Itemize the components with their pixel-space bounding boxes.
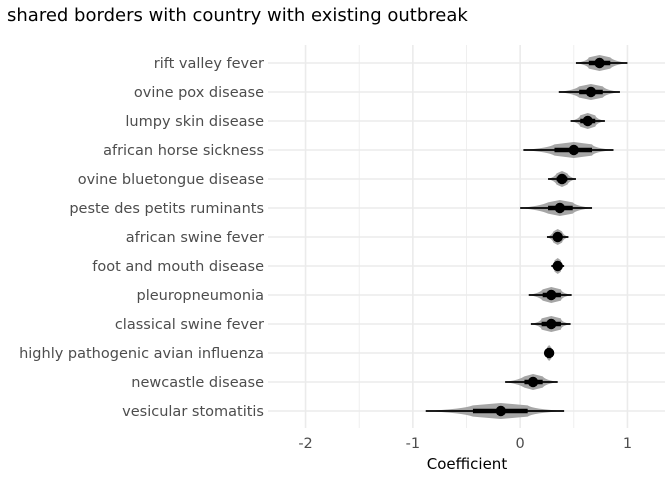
category-label: ovine bluetongue disease	[78, 172, 264, 188]
x-tick-label: -1	[406, 436, 420, 452]
category-label: newcastle disease	[131, 375, 264, 391]
interval-row	[523, 142, 614, 158]
point-estimate	[556, 173, 568, 185]
category-label: vesicular stomatitis	[122, 404, 264, 420]
category-label: ovine pox disease	[134, 85, 264, 101]
interval-row	[575, 55, 628, 71]
category-label: rift valley fever	[154, 56, 264, 72]
point-estimate	[585, 86, 597, 98]
interval-row	[520, 200, 593, 216]
interval-row	[543, 345, 555, 361]
category-label: pleuropneumonia	[137, 288, 264, 304]
interval-row	[558, 84, 620, 100]
interval-row	[570, 113, 605, 129]
interval-row	[505, 374, 558, 390]
interval-row	[530, 316, 571, 332]
point-estimate	[552, 231, 563, 243]
point-estimate	[554, 202, 566, 214]
x-axis-label: Coefficient	[427, 455, 508, 473]
point-estimate	[594, 57, 605, 69]
point-estimate	[495, 405, 507, 417]
x-tick-label: -2	[298, 436, 312, 452]
intervals	[425, 55, 628, 419]
chart-title: shared borders with country with existin…	[7, 5, 468, 26]
major-gridlines	[268, 45, 665, 428]
interval-row	[551, 258, 565, 274]
point-estimate	[546, 289, 557, 301]
category-labels: rift valley fever ovine pox disease lumpy …	[19, 56, 264, 420]
x-tick-labels: -2 -1 0 1	[298, 436, 632, 452]
category-label: highly pathogenic avian influenza	[19, 346, 264, 362]
point-estimate	[552, 260, 563, 272]
category-label: african horse sickness	[103, 143, 264, 159]
point-estimate	[568, 144, 579, 156]
point-estimate	[527, 376, 539, 388]
point-estimate	[546, 318, 557, 330]
category-label: lumpy skin disease	[125, 114, 264, 130]
x-tick-label: 0	[516, 436, 525, 452]
x-tick-label: 1	[623, 436, 632, 452]
point-estimate	[582, 115, 593, 127]
category-label: classical swine fever	[115, 317, 264, 333]
category-label: peste des petits ruminants	[69, 201, 264, 217]
interval-row	[528, 287, 572, 303]
interval-row	[548, 171, 576, 187]
interval-row	[425, 403, 565, 419]
point-estimate	[543, 347, 555, 359]
category-label: african swine fever	[126, 230, 264, 246]
category-label: foot and mouth disease	[92, 259, 264, 275]
interval-row	[546, 229, 569, 245]
